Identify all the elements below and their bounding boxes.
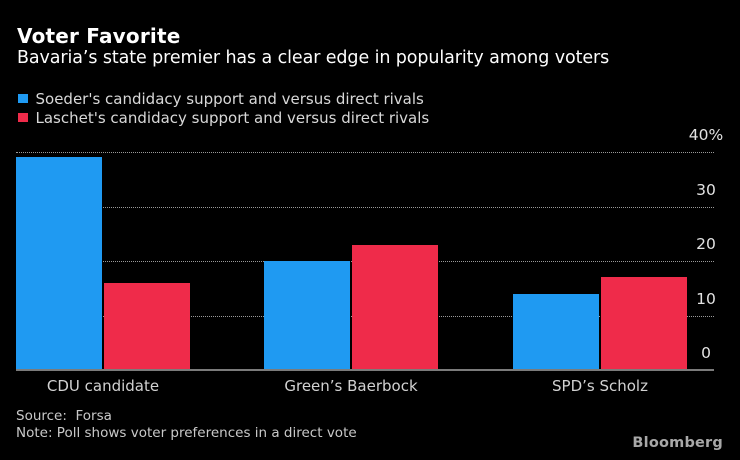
y-tick-30: 30 — [696, 180, 716, 199]
legend-label-soeder: Soeder's candidacy support and versus di… — [35, 89, 424, 108]
bar-soeder-0 — [16, 157, 102, 370]
legend-item-laschet: Laschet's candidacy support and versus d… — [18, 108, 429, 127]
bar-soeder-2 — [513, 293, 599, 370]
legend-item-soeder: Soeder's candidacy support and versus di… — [18, 89, 429, 108]
note-line: Note: Poll shows voter preferences in a … — [16, 425, 357, 441]
legend-swatch-red-icon — [18, 112, 28, 123]
chart-subtitle: Bavaria’s state premier has a clear edge… — [17, 48, 610, 68]
bar-laschet-1 — [352, 244, 438, 370]
bar-laschet-0 — [104, 282, 190, 370]
x-category-1: Green’s Baerbock — [284, 377, 418, 395]
y-tick-10: 10 — [696, 289, 716, 308]
chart-legend: Soeder's candidacy support and versus di… — [18, 89, 429, 127]
y-tick-20: 20 — [696, 235, 716, 253]
legend-swatch-blue-icon — [18, 93, 28, 104]
bar-soeder-1 — [264, 261, 350, 370]
gridline-30 — [16, 206, 714, 208]
bloomberg-logo: Bloomberg — [632, 435, 723, 451]
x-category-2: SPD’s Scholz — [552, 377, 648, 395]
chart-title: Voter Favorite — [17, 24, 181, 48]
y-tick-0: 0 — [701, 344, 711, 362]
gridline-40 — [16, 152, 714, 153]
x-axis-line — [16, 369, 714, 371]
y-tick-40: 40% — [688, 126, 724, 144]
legend-label-laschet: Laschet's candidacy support and versus d… — [35, 108, 430, 127]
bar-laschet-2 — [601, 277, 687, 370]
source-line: Source: Forsa — [16, 408, 112, 424]
x-category-0: CDU candidate — [46, 377, 160, 395]
